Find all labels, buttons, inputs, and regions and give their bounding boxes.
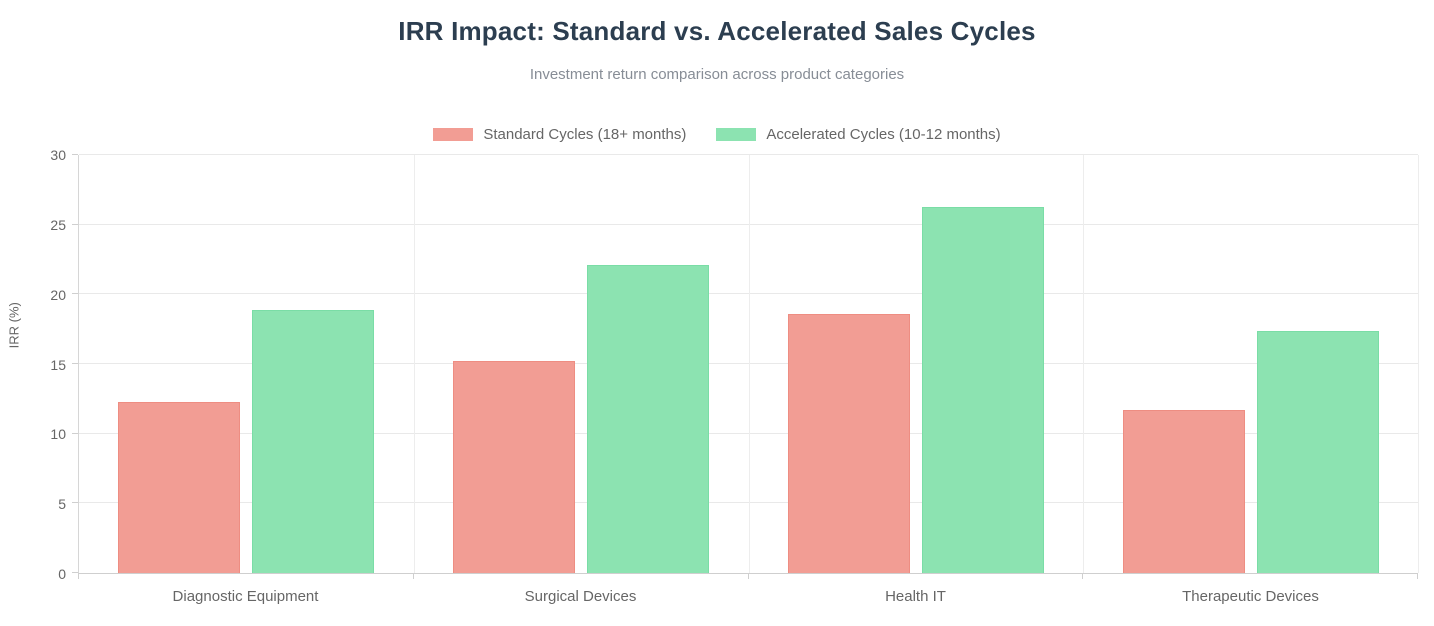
y-tick-mark (72, 223, 78, 225)
y-tick-mark (72, 154, 78, 155)
y-tick-label: 10 (50, 426, 66, 443)
bar-accelerated-surgical-devices[interactable] (587, 265, 710, 573)
plot-area (72, 154, 1419, 579)
x-tick-mark (747, 573, 749, 579)
y-tick-mark (72, 432, 78, 434)
y-tick-label: 0 (58, 566, 66, 582)
gridline-vertical (1083, 155, 1085, 573)
y-tick-label: 15 (50, 356, 66, 373)
x-tick-label-therapeutic-devices: Therapeutic Devices (1182, 588, 1319, 605)
legend-label-accelerated: Accelerated Cycles (10-12 months) (766, 126, 1001, 143)
legend-item-standard[interactable]: Standard Cycles (18+ months) (433, 126, 686, 143)
legend-label-standard: Standard Cycles (18+ months) (483, 126, 687, 143)
x-tick-label-surgical-devices: Surgical Devices (524, 588, 637, 605)
bar-group-diagnostic-equipment (79, 155, 414, 573)
legend-swatch-standard-icon (433, 128, 474, 141)
x-tick-mark (1082, 573, 1084, 579)
bar-standard-surgical-devices[interactable] (453, 361, 576, 573)
gridline-horizontal (79, 154, 1418, 155)
x-axis-labels: Diagnostic Equipment Surgical Devices Heal… (78, 582, 1418, 606)
x-tick-mark (1417, 573, 1418, 579)
y-axis-labels: 0 5 10 15 20 25 30 (0, 148, 66, 581)
bar-accelerated-diagnostic-equipment[interactable] (252, 309, 375, 573)
y-tick-label: 25 (50, 216, 66, 233)
chart-subtitle: Investment return comparison across prod… (529, 66, 905, 83)
y-tick-label: 30 (50, 147, 66, 163)
x-tick-label-diagnostic-equipment: Diagnostic Equipment (172, 588, 319, 605)
x-tick-label-health-it: Health IT (885, 588, 946, 605)
y-tick-label: 20 (50, 286, 66, 303)
legend-swatch-accelerated-icon (716, 128, 757, 141)
bar-accelerated-health-it[interactable] (921, 206, 1044, 573)
legend-item-accelerated[interactable]: Accelerated Cycles (10-12 months) (716, 126, 1001, 143)
chart-title: IRR Impact: Standard vs. Accelerated Sal… (398, 16, 1036, 46)
bar-group-therapeutic-devices (1083, 155, 1418, 573)
legend: Standard Cycles (18+ months) Accelerated… (0, 126, 1434, 143)
x-tick-mark (78, 573, 79, 579)
y-tick-mark (72, 293, 78, 295)
y-tick-mark (72, 502, 78, 504)
bar-standard-therapeutic-devices[interactable] (1122, 409, 1245, 573)
gridline-vertical (1418, 155, 1419, 573)
bar-group-health-it (749, 155, 1084, 573)
y-tick-label: 5 (58, 496, 66, 513)
bar-accelerated-therapeutic-devices[interactable] (1256, 330, 1379, 573)
y-tick-mark (72, 363, 78, 364)
bar-group-surgical-devices (414, 155, 749, 573)
bar-standard-health-it[interactable] (787, 313, 910, 573)
bar-standard-diagnostic-equipment[interactable] (118, 401, 241, 573)
gridline-vertical (413, 155, 415, 573)
x-tick-mark (412, 573, 414, 579)
gridline-vertical (748, 155, 750, 573)
y-tick-mark (72, 572, 78, 573)
